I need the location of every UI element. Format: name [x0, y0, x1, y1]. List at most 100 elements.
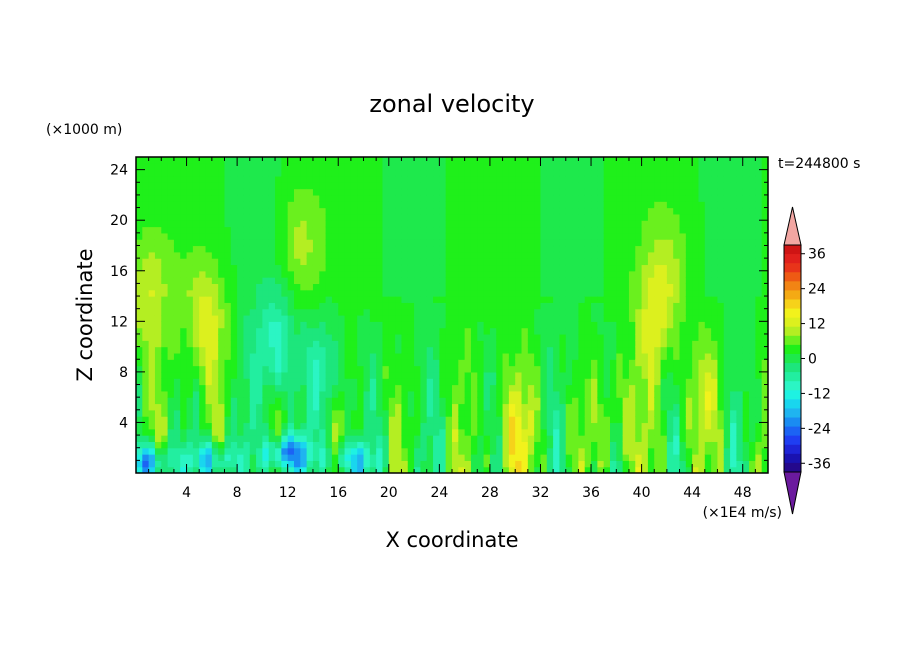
heatmap-cell [559, 340, 567, 348]
heatmap-cell [281, 277, 289, 284]
heatmap-cell [148, 302, 156, 310]
heatmap-cell [167, 321, 175, 329]
heatmap-cell [300, 175, 308, 183]
heatmap-cell [584, 296, 592, 303]
heatmap-cell [496, 321, 504, 329]
heatmap-cell [281, 352, 289, 360]
heatmap-cell [331, 201, 339, 209]
heatmap-cell [262, 321, 270, 329]
heatmap-cell [755, 466, 763, 473]
heatmap-cell [496, 340, 504, 348]
heatmap-cell [275, 258, 282, 266]
heatmap-cell [148, 422, 156, 430]
heatmap-cell [711, 340, 719, 348]
heatmap-cell [237, 428, 245, 436]
heatmap-cell [673, 359, 681, 367]
heatmap-cell [483, 359, 491, 367]
heatmap-cell [218, 428, 226, 436]
heatmap-cell [287, 213, 295, 221]
heatmap-cell [591, 201, 598, 209]
heatmap-cell [565, 226, 573, 234]
heatmap-cell [325, 251, 333, 259]
heatmap-cell [647, 422, 655, 430]
heatmap-cell [256, 454, 263, 461]
heatmap-cell [325, 454, 333, 461]
heatmap-cell [464, 352, 472, 360]
heatmap-cell [445, 447, 453, 455]
heatmap-cell [344, 466, 352, 473]
heatmap-cell [401, 239, 409, 247]
heatmap-cell [275, 289, 282, 297]
heatmap-cell [628, 296, 636, 303]
heatmap-cell [319, 409, 327, 417]
heatmap-cell [319, 239, 327, 247]
heatmap-cell [281, 283, 289, 291]
heatmap-cell [711, 371, 719, 379]
heatmap-cell [256, 289, 263, 297]
heatmap-cell [445, 340, 453, 348]
heatmap-cell [698, 422, 706, 430]
heatmap-cell [502, 384, 510, 392]
heatmap-cell [338, 460, 346, 468]
heatmap-cell [294, 258, 301, 266]
heatmap-cell [559, 454, 567, 461]
heatmap-cell [470, 466, 478, 473]
heatmap-cell [148, 460, 156, 468]
heatmap-cell [673, 308, 681, 316]
heatmap-cell [496, 182, 504, 190]
heatmap-cell [483, 239, 491, 247]
heatmap-cell [679, 403, 687, 411]
heatmap-cell [237, 409, 245, 417]
heatmap-cell [350, 422, 358, 430]
heatmap-cell [685, 428, 693, 436]
heatmap-cell [142, 239, 150, 247]
heatmap-cell [641, 409, 649, 417]
heatmap-cell [161, 175, 169, 183]
heatmap-cell [445, 460, 453, 468]
heatmap-cell [572, 428, 579, 436]
heatmap-cell [325, 352, 333, 360]
heatmap-cell [654, 302, 662, 310]
heatmap-cell [445, 321, 453, 329]
heatmap-cell [173, 422, 181, 430]
heatmap-cell [489, 251, 497, 259]
heatmap-cell [325, 283, 333, 291]
heatmap-cell [584, 454, 592, 461]
heatmap-cell [218, 226, 226, 234]
heatmap-cell [508, 397, 516, 405]
heatmap-cell [211, 371, 219, 379]
heatmap-cell [136, 435, 143, 442]
heatmap-cell [736, 384, 744, 392]
heatmap-cell [742, 163, 750, 171]
heatmap-cell [622, 447, 630, 455]
heatmap-cell [723, 201, 731, 209]
heatmap-cell [647, 163, 655, 171]
heatmap-cell [275, 207, 282, 215]
heatmap-cell [591, 270, 598, 278]
heatmap-cell [414, 409, 421, 417]
heatmap-cell [344, 416, 352, 424]
heatmap-cell [717, 308, 725, 316]
heatmap-cell [180, 327, 188, 335]
heatmap-cell [161, 409, 169, 417]
heatmap-cell [426, 390, 434, 398]
heatmap-cell [635, 157, 643, 164]
heatmap-cell [294, 308, 301, 316]
heatmap-cell [458, 270, 466, 278]
heatmap-cell [521, 308, 529, 316]
heatmap-cell [249, 296, 257, 303]
heatmap-cell [597, 397, 605, 405]
heatmap-cell [628, 327, 636, 335]
heatmap-cell [211, 428, 219, 436]
heatmap-cell [224, 321, 232, 329]
heatmap-cell [369, 384, 377, 392]
heatmap-cell [142, 213, 150, 221]
heatmap-cell [173, 352, 181, 360]
heatmap-cell [660, 245, 668, 253]
heatmap-cell [414, 251, 421, 259]
heatmap-cell [249, 207, 257, 215]
heatmap-cell [628, 384, 636, 392]
heatmap-cell [679, 289, 687, 297]
heatmap-cell [287, 333, 295, 341]
heatmap-cell [382, 428, 390, 436]
